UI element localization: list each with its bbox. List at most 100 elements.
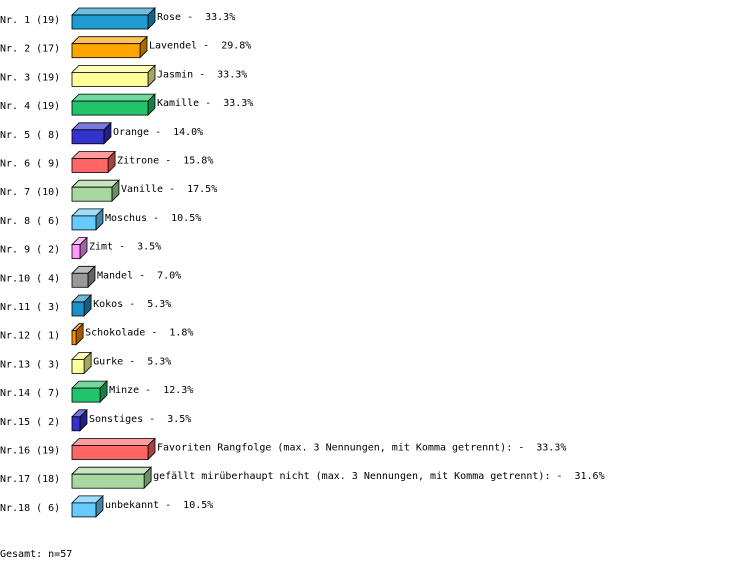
bar-top [71,179,120,188]
bar-label: Moschus - 10.5% [105,213,201,224]
bar [71,358,85,374]
value-label: 3.5% [137,242,161,253]
separator: - [165,156,171,167]
row-label: Nr.10 ( 4) [0,273,60,284]
separator: - [556,471,562,482]
value-label: 33.3% [217,69,247,80]
bar-top [71,65,156,73]
bar-label: Favoriten Rangfolge (max. 3 Nennungen, m… [157,443,566,454]
bar-top [71,466,153,475]
separator: - [129,356,135,367]
category-label: unbekannt [105,500,159,511]
bar-label: Kokos - 5.3% [93,299,171,310]
category-label: Moschus [105,213,147,224]
bar-group [71,322,85,346]
row-label: Nr.17 (18) [0,474,60,485]
category-label: Kokos [93,299,123,310]
bar-group [71,494,104,518]
value-label: 17.5% [187,184,217,195]
value-label: 10.5% [171,213,201,224]
category-label: Schokolade [85,328,145,339]
bar-group [71,7,156,30]
row-label: Nr.16 (19) [0,446,60,457]
row-label: Nr. 2 (17) [0,44,60,55]
value-label: 31.6% [575,471,605,482]
category-label: Gurke [93,356,123,367]
bar-top [71,36,148,45]
row-label: Nr. 8 ( 6) [0,216,60,227]
category-label: Favoriten Rangfolge (max. 3 Nennungen, m… [157,443,512,454]
separator: - [518,443,524,454]
footer: Gesamt: n=57 [0,549,72,560]
bar-group [71,121,112,145]
bar-label: gefällt mirüberhaupt nicht (max. 3 Nennu… [153,471,605,482]
bar-label: unbekannt - 10.5% [105,500,213,511]
bar [71,387,101,403]
bar-label: Kamille - 33.3% [157,98,253,109]
bar [71,330,77,346]
bar [71,445,149,460]
separator: - [203,41,209,52]
bar-group [71,179,120,203]
value-label: 33.3% [536,443,566,454]
row-label: Nr. 5 ( 8) [0,130,60,141]
separator: - [169,184,175,195]
bar-group [71,265,96,289]
value-label: 10.5% [183,500,213,511]
bar [71,502,97,518]
bar [71,72,149,87]
bar-label: Zitrone - 15.8% [117,156,213,167]
bar [71,215,97,231]
bar-label: Orange - 14.0% [113,127,203,138]
bar-group [71,408,88,432]
category-label: Vanille [121,184,163,195]
separator: - [149,414,155,425]
bar [71,416,81,432]
bar [71,186,113,202]
bar-group [71,236,88,260]
bar [71,473,145,489]
row-label: Nr.12 ( 1) [0,331,60,342]
separator: - [187,12,193,23]
row-label: Nr.13 ( 3) [0,359,60,370]
bar-label: Gurke - 5.3% [93,356,171,367]
value-label: 15.8% [183,156,213,167]
bar-label: Sonstiges - 3.5% [89,414,191,425]
separator: - [165,500,171,511]
value-label: 3.5% [167,414,191,425]
separator: - [129,299,135,310]
bar [71,14,149,30]
row-label: Nr. 1 (19) [0,15,60,26]
bar-group [71,207,104,231]
category-label: Lavendel [149,41,197,52]
bar-label: Lavendel - 29.8% [149,41,251,52]
bar-label: Vanille - 17.5% [121,184,217,195]
row-label: Nr.14 ( 7) [0,388,60,399]
separator: - [153,213,159,224]
bar-group [71,294,93,317]
bar-group [71,437,156,461]
category-label: Sonstiges [89,414,143,425]
bar [71,100,149,116]
separator: - [139,270,145,281]
bar-group [71,466,153,490]
value-label: 5.3% [147,356,171,367]
bar-top [71,7,156,16]
bar-group [71,380,109,404]
bar-label: Schokolade - 1.8% [85,328,193,339]
category-label: Kamille [157,98,199,109]
bar [71,43,141,59]
value-label: 1.8% [169,328,193,339]
category-label: Minze [109,385,139,396]
value-label: 33.3% [205,12,235,23]
category-label: gefällt mirüberhaupt nicht (max. 3 Nennu… [153,471,550,482]
category-label: Mandel [97,270,133,281]
row-label: Nr.11 ( 3) [0,302,60,313]
category-label: Jasmin [157,69,193,80]
bar-top [71,93,156,102]
row-label: Nr. 9 ( 2) [0,245,60,256]
separator: - [155,127,161,138]
bar [71,158,109,173]
bar-group [71,351,93,375]
